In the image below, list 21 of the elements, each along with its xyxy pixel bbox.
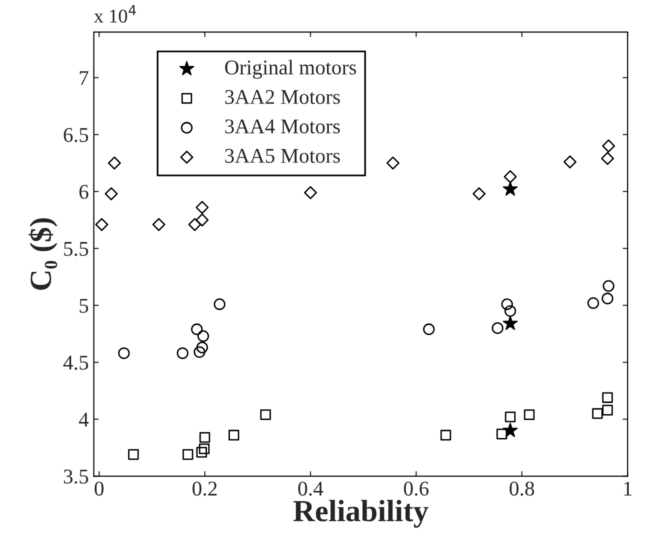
x-tick-label: 0.6 <box>404 482 429 496</box>
y-tick-label: 4.5 <box>63 356 88 370</box>
text: x 10$^{4}$ <box>94 5 136 23</box>
x-tick-label: 0 <box>94 482 104 496</box>
y-axis-title: C₀ ($) <box>28 218 58 290</box>
y-tick-label: 4 <box>78 412 89 426</box>
y-tick-label: 6.5 <box>64 128 88 142</box>
x-tick-label: 0.2 <box>192 482 217 496</box>
y-tick-label: 3.5 <box>64 470 88 484</box>
y-tick-label: 7 <box>80 71 88 85</box>
x-tick-label: 1 <box>624 482 632 496</box>
x-tick-label: 0.8 <box>510 482 534 496</box>
y-tick-label: 6 <box>79 184 88 199</box>
legend-label: Original motors <box>225 60 356 79</box>
y-tick-label: 5.5 <box>64 242 88 256</box>
legend-label: 3AA2 Motors <box>225 90 340 104</box>
legend-label: 3AA5 Motors <box>225 148 340 163</box>
y-tick-label: 5 <box>80 298 88 313</box>
x-axis-title: Reliability <box>293 500 428 528</box>
legend-label: 3AA4 Motors <box>225 119 340 134</box>
x-tick-label: 0.4 <box>298 482 324 496</box>
